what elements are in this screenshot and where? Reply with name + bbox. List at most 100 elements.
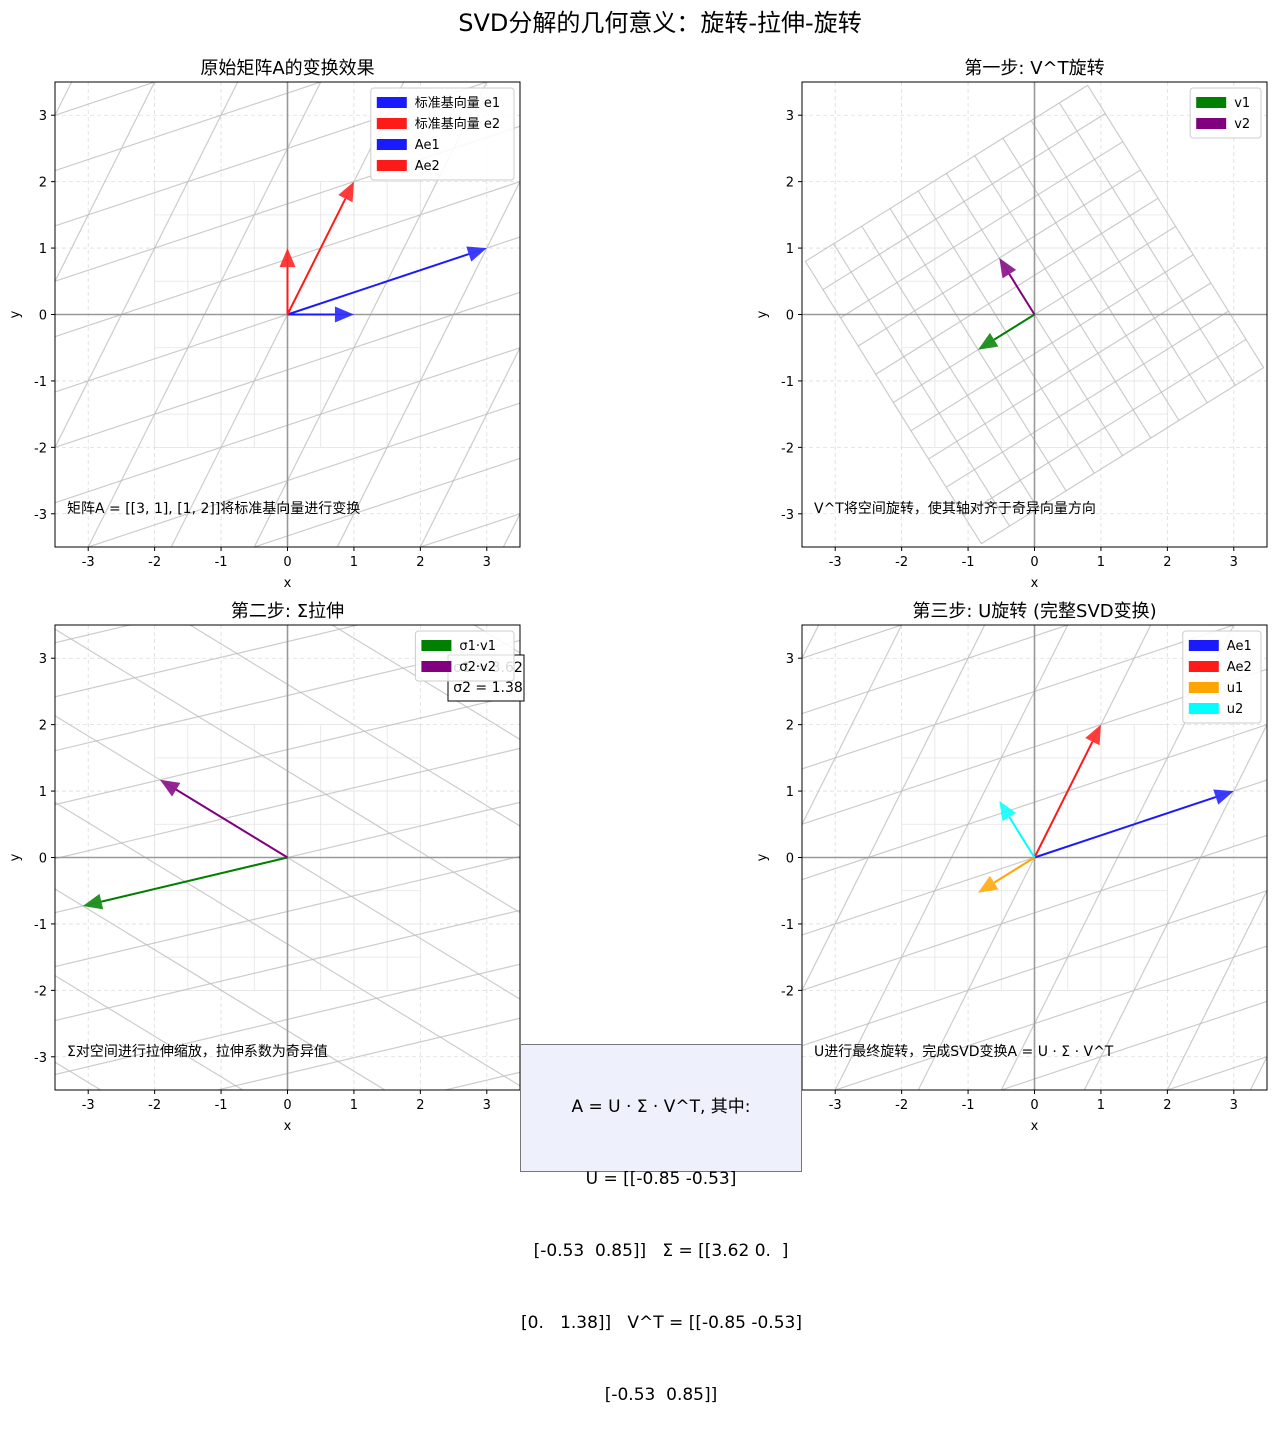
- transformed-grid-line: [603, 326, 1276, 725]
- transformed-grid-line: [0, 751, 965, 1042]
- x-tick-label: 1: [350, 555, 358, 570]
- transformed-grid-line: [0, 673, 466, 1139]
- legend-frame: [1190, 88, 1261, 138]
- transformed-grid-line: [536, 459, 1276, 858]
- legend-swatch-Ae2: [377, 160, 407, 171]
- x-tick-label: -3: [829, 1098, 842, 1113]
- legend-label: u2: [1227, 702, 1244, 717]
- y-tick-label: -1: [781, 375, 794, 390]
- x-tick-label: -1: [215, 1098, 228, 1113]
- vector-u1-head: [978, 876, 998, 893]
- transformed-grid-line: [1234, 326, 1276, 1123]
- legend-label: σ1·v1: [459, 639, 496, 654]
- vector-σ1·v1-shaft: [101, 858, 287, 902]
- legend-swatch-u2: [1189, 703, 1219, 714]
- vector-σ2·v2-shaft: [176, 790, 287, 858]
- legend-swatch-Ae2: [1189, 661, 1219, 672]
- y-tick-label: 1: [786, 785, 794, 800]
- y-tick-label: -1: [34, 918, 47, 933]
- x-axis-label: x: [1031, 1119, 1039, 1134]
- x-tick-label: 0: [1030, 1098, 1038, 1113]
- transformed-grid-line: [0, 697, 363, 1163]
- legend-label: Ae1: [415, 138, 440, 153]
- x-tick-label: 3: [1230, 555, 1238, 570]
- x-tick-label: -2: [148, 1098, 161, 1113]
- x-axis-label: x: [1031, 576, 1039, 591]
- chart-title: 第一步: V^T旋转: [964, 58, 1104, 79]
- vector-v2-head: [999, 258, 1016, 278]
- x-tick-label: 0: [283, 1098, 291, 1113]
- y-tick-label: -2: [34, 441, 47, 456]
- y-tick-label: -2: [34, 984, 47, 999]
- legend-swatch-标准基向量 e1: [377, 97, 407, 108]
- vector-u2-shaft: [1009, 817, 1034, 857]
- x-tick-label: 2: [416, 1098, 424, 1113]
- y-tick-label: 3: [786, 652, 794, 667]
- x-tick-label: 3: [483, 1098, 491, 1113]
- transformed-grid-line: [636, 260, 1276, 659]
- legend-swatch-Ae1: [1189, 640, 1219, 651]
- y-tick-label: 2: [786, 176, 794, 191]
- x-tick-label: -3: [829, 555, 842, 570]
- y-tick-label: 1: [39, 785, 47, 800]
- legend-label: Ae1: [1227, 639, 1252, 654]
- legend-swatch-u1: [1189, 682, 1219, 693]
- y-tick-label: -3: [34, 1051, 47, 1066]
- transformed-grid-line: [337, 858, 1276, 1178]
- x-tick-label: -1: [215, 555, 228, 570]
- transformed-grid-line: [935, 426, 1276, 1177]
- transformed-grid-line: [834, 244, 1010, 526]
- x-axis-label: x: [284, 576, 292, 591]
- y-tick-label: -2: [781, 984, 794, 999]
- vector-Ae1-shaft: [1035, 797, 1216, 857]
- transformed-grid-line: [0, 0, 952, 381]
- sigma-label-line: σ2 = 1.38: [453, 680, 523, 696]
- formula-line: U = [[-0.85 -0.53]: [521, 1167, 801, 1191]
- plot-area: [237, 260, 1276, 1177]
- svd-formula-box: A = U · Σ · V^T, 其中: U = [[-0.85 -0.53] …: [520, 1044, 802, 1172]
- formula-line: A = U · Σ · V^T, 其中:: [521, 1095, 801, 1119]
- transformed-grid-line: [0, 770, 56, 1177]
- chart-title: 第二步: Σ拉伸: [231, 601, 344, 622]
- chart-annotation: Σ对空间进行拉伸缩放，拉伸系数为奇异值: [67, 1043, 328, 1060]
- legend-swatch-标准基向量 e2: [377, 118, 407, 129]
- x-tick-label: 2: [1163, 1098, 1171, 1113]
- transformed-grid-line: [0, 479, 519, 770]
- y-tick-label: -3: [34, 508, 47, 523]
- x-tick-label: 1: [1097, 1098, 1105, 1113]
- legend-swatch-v2: [1196, 118, 1226, 129]
- legend-label: Ae2: [415, 159, 440, 174]
- transformed-grid-line: [519, 479, 1276, 945]
- transformed-grid-line: [487, 0, 886, 580]
- legend-swatch-σ2·v2: [421, 661, 451, 672]
- y-tick-label: 2: [39, 719, 47, 734]
- y-tick-label: -1: [34, 375, 47, 390]
- vector-v2-shaft: [1009, 274, 1034, 314]
- x-tick-label: -1: [962, 1098, 975, 1113]
- y-tick-label: 2: [786, 719, 794, 734]
- transformed-grid-line: [841, 142, 1123, 318]
- legend-label: v1: [1234, 96, 1250, 111]
- vector-σ1·v1-head: [83, 894, 103, 910]
- vector-v1-shaft: [994, 315, 1034, 340]
- y-axis-label: y: [8, 310, 23, 318]
- chart-annotation: U进行最终旋转，完成SVD变换A = U · Σ · V^T: [814, 1043, 1114, 1060]
- plot-area: [0, 0, 1085, 912]
- x-tick-label: -1: [962, 555, 975, 570]
- x-tick-label: -2: [895, 1098, 908, 1113]
- formula-line: [-0.53 0.85]]: [521, 1383, 801, 1407]
- x-axis-label: x: [284, 1119, 292, 1134]
- y-tick-label: 3: [39, 109, 47, 124]
- y-tick-label: 1: [786, 242, 794, 257]
- chart-annotation: 矩阵A = [[3, 1], [1, 2]]将标准基向量进行变换: [67, 500, 360, 517]
- y-axis-label: y: [8, 853, 23, 861]
- x-tick-label: -2: [148, 555, 161, 570]
- legend-swatch-Ae1: [377, 139, 407, 150]
